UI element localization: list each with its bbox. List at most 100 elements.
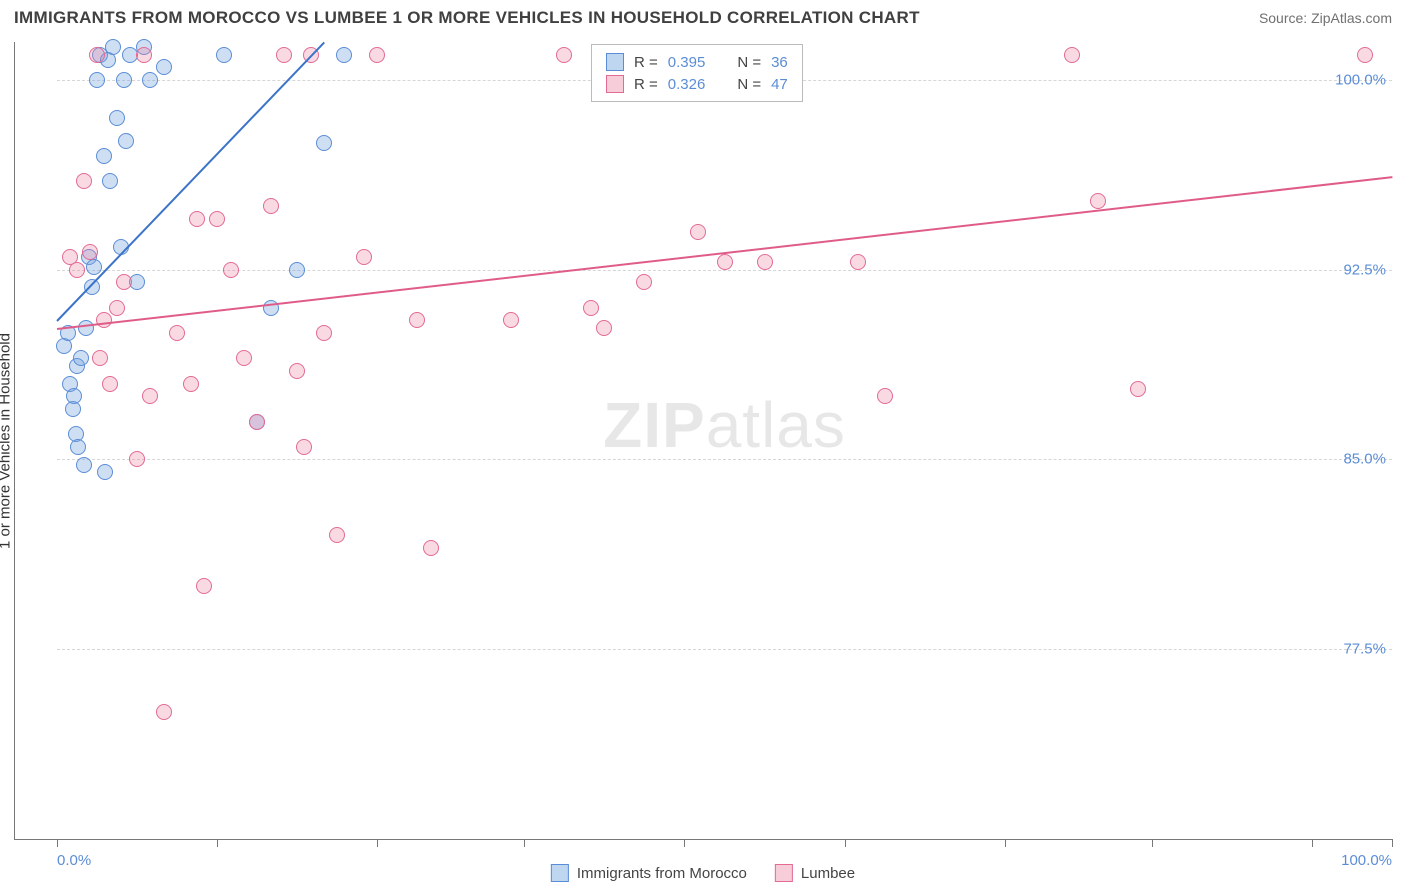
scatter-point: [156, 59, 172, 75]
scatter-point: [223, 262, 239, 278]
y-axis-label: 1 or more Vehicles in Household: [0, 333, 14, 549]
n-value: 36: [771, 54, 788, 71]
scatter-point: [329, 527, 345, 543]
y-tick-label: 85.0%: [1343, 451, 1386, 468]
x-tick-mark: [1312, 839, 1313, 847]
plot-area: ZIPatlas 100.0%92.5%85.0%77.5%0.0%100.0%…: [57, 42, 1392, 839]
scatter-point: [850, 254, 866, 270]
x-axis-min-label: 0.0%: [57, 852, 91, 869]
scatter-point: [73, 350, 89, 366]
swatch-pink-icon: [606, 75, 624, 93]
scatter-point: [216, 47, 232, 63]
x-tick-mark: [1005, 839, 1006, 847]
legend-label: Immigrants from Morocco: [577, 865, 747, 882]
legend-item-morocco: Immigrants from Morocco: [551, 864, 747, 882]
scatter-point: [66, 388, 82, 404]
scatter-point: [89, 47, 105, 63]
scatter-point: [717, 254, 733, 270]
scatter-point: [1090, 193, 1106, 209]
scatter-point: [356, 249, 372, 265]
r-value: 0.395: [668, 54, 706, 71]
scatter-point: [263, 198, 279, 214]
x-tick-mark: [1152, 839, 1153, 847]
gridline: [57, 649, 1392, 650]
r-value: 0.326: [668, 76, 706, 93]
scatter-point: [189, 211, 205, 227]
scatter-point: [1357, 47, 1373, 63]
scatter-point: [96, 312, 112, 328]
scatter-point: [116, 274, 132, 290]
scatter-point: [249, 414, 265, 430]
legend-row: R =0.395N =36: [606, 51, 788, 73]
correlation-legend: R = 0.395 N = 36 R = 0.326 N = 47: [591, 44, 803, 102]
scatter-point: [636, 274, 652, 290]
scatter-point: [142, 72, 158, 88]
scatter-point: [76, 457, 92, 473]
r-label: R =: [634, 54, 658, 71]
scatter-point: [89, 72, 105, 88]
swatch-blue-icon: [551, 864, 569, 882]
scatter-point: [92, 350, 108, 366]
scatter-point: [289, 363, 305, 379]
scatter-point: [690, 224, 706, 240]
scatter-point: [76, 173, 92, 189]
scatter-point: [156, 704, 172, 720]
scatter-point: [78, 320, 94, 336]
y-tick-label: 77.5%: [1343, 641, 1386, 658]
swatch-blue-icon: [606, 53, 624, 71]
scatter-point: [583, 300, 599, 316]
n-value: 47: [771, 76, 788, 93]
watermark: ZIPatlas: [603, 388, 846, 462]
scatter-point: [316, 135, 332, 151]
x-tick-mark: [377, 839, 378, 847]
scatter-point: [289, 262, 305, 278]
bottom-legend: Immigrants from Morocco Lumbee: [551, 864, 855, 882]
scatter-point: [97, 464, 113, 480]
scatter-point: [336, 47, 352, 63]
scatter-point: [109, 300, 125, 316]
scatter-point: [136, 47, 152, 63]
scatter-point: [109, 110, 125, 126]
gridline: [57, 459, 1392, 460]
x-tick-mark: [57, 839, 58, 847]
x-tick-mark: [217, 839, 218, 847]
scatter-point: [129, 451, 145, 467]
x-axis-max-label: 100.0%: [1341, 852, 1392, 869]
scatter-point: [1064, 47, 1080, 63]
chart-title: IMMIGRANTS FROM MOROCCO VS LUMBEE 1 OR M…: [14, 8, 920, 28]
chart-frame: 1 or more Vehicles in Household ZIPatlas…: [14, 42, 1392, 840]
scatter-point: [423, 540, 439, 556]
legend-label: Lumbee: [801, 865, 855, 882]
scatter-point: [196, 578, 212, 594]
n-label: N =: [737, 76, 761, 93]
scatter-point: [105, 39, 121, 55]
x-tick-mark: [684, 839, 685, 847]
scatter-point: [409, 312, 425, 328]
source-label: Source: ZipAtlas.com: [1259, 10, 1392, 26]
scatter-point: [69, 262, 85, 278]
legend-item-lumbee: Lumbee: [775, 864, 855, 882]
scatter-point: [102, 376, 118, 392]
scatter-point: [296, 439, 312, 455]
scatter-point: [877, 388, 893, 404]
scatter-point: [116, 72, 132, 88]
scatter-point: [236, 350, 252, 366]
scatter-point: [118, 133, 134, 149]
r-label: R =: [634, 76, 658, 93]
legend-row: R = 0.326 N = 47: [606, 73, 788, 95]
scatter-point: [102, 173, 118, 189]
y-tick-label: 92.5%: [1343, 261, 1386, 278]
x-tick-mark: [845, 839, 846, 847]
x-tick-mark: [1392, 839, 1393, 847]
scatter-point: [757, 254, 773, 270]
scatter-point: [142, 388, 158, 404]
swatch-pink-icon: [775, 864, 793, 882]
y-tick-label: 100.0%: [1335, 71, 1386, 88]
scatter-point: [316, 325, 332, 341]
scatter-point: [82, 244, 98, 260]
scatter-point: [183, 376, 199, 392]
scatter-point: [209, 211, 225, 227]
x-tick-mark: [524, 839, 525, 847]
scatter-point: [96, 148, 112, 164]
scatter-point: [70, 439, 86, 455]
